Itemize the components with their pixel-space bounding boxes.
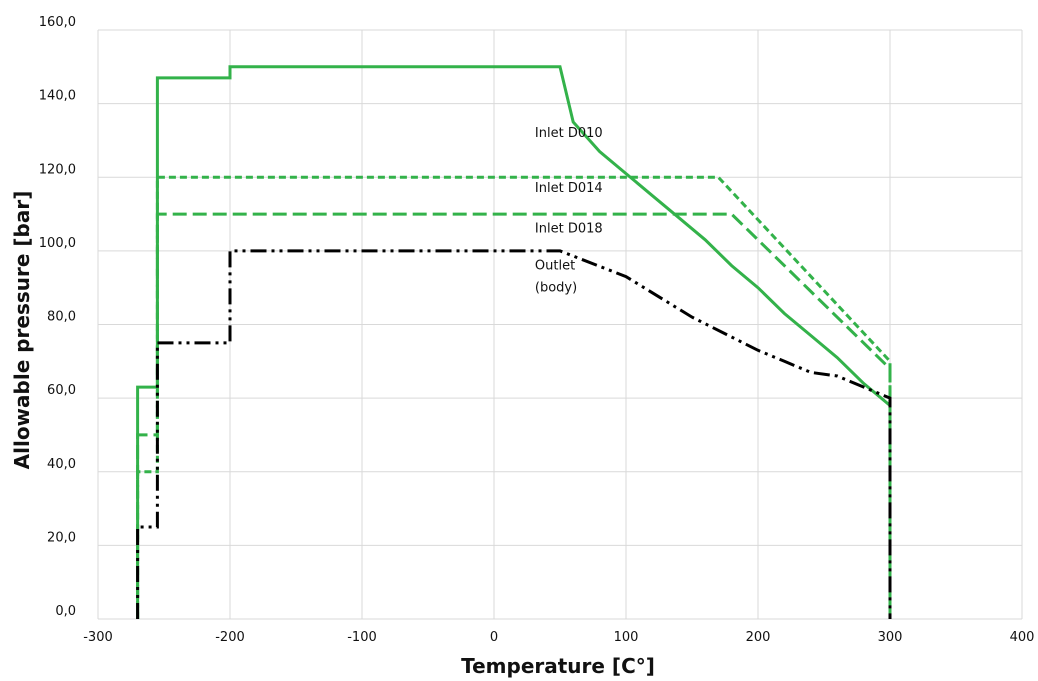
series-annotation: Inlet D014 (535, 181, 603, 196)
x-axis-ticks: -300 -200 -100 0 100 200 300 400 (83, 630, 1034, 645)
x-tick-label: -300 (83, 630, 113, 645)
series-annotation: Inlet D010 (535, 126, 603, 141)
y-tick-label: 20,0 (47, 530, 76, 545)
x-tick-label: 400 (1010, 630, 1035, 645)
series-line-inlet-d018 (136, 212, 892, 619)
series-annotations: Inlet D010 Inlet D014 Inlet D018 Outlet (bod… (535, 126, 603, 296)
series-annotation: Outlet (535, 258, 575, 273)
x-tick-label: 0 (490, 630, 498, 645)
y-tick-label: 40,0 (47, 457, 76, 472)
y-axis-title: Allowable pressure [bar] (10, 191, 34, 470)
y-tick-label: 0,0 (55, 604, 76, 619)
series-lines (136, 65, 892, 619)
y-tick-label: 60,0 (47, 383, 76, 398)
y-tick-label: 80,0 (47, 310, 76, 325)
series-line-outlet-body (136, 249, 892, 619)
series-annotation: (body) (535, 280, 577, 295)
y-tick-label: 120,0 (39, 162, 76, 177)
x-tick-label: 300 (878, 630, 903, 645)
y-axis-ticks: 0,0 20,0 40,0 60,0 80,0 100,0 120,0 140,0 160,0 (39, 15, 76, 619)
x-tick-label: -100 (347, 630, 377, 645)
grid (97, 29, 1023, 620)
series-annotation: Inlet D018 (535, 221, 603, 236)
y-tick-label: 100,0 (39, 236, 76, 251)
y-tick-label: 160,0 (39, 15, 76, 30)
x-tick-label: 100 (614, 630, 639, 645)
x-tick-label: -200 (215, 630, 245, 645)
x-axis-title: Temperature [C°] (461, 654, 655, 678)
y-tick-label: 140,0 (39, 89, 76, 104)
series-line-inlet-d010 (136, 65, 892, 619)
x-tick-label: 200 (746, 630, 771, 645)
